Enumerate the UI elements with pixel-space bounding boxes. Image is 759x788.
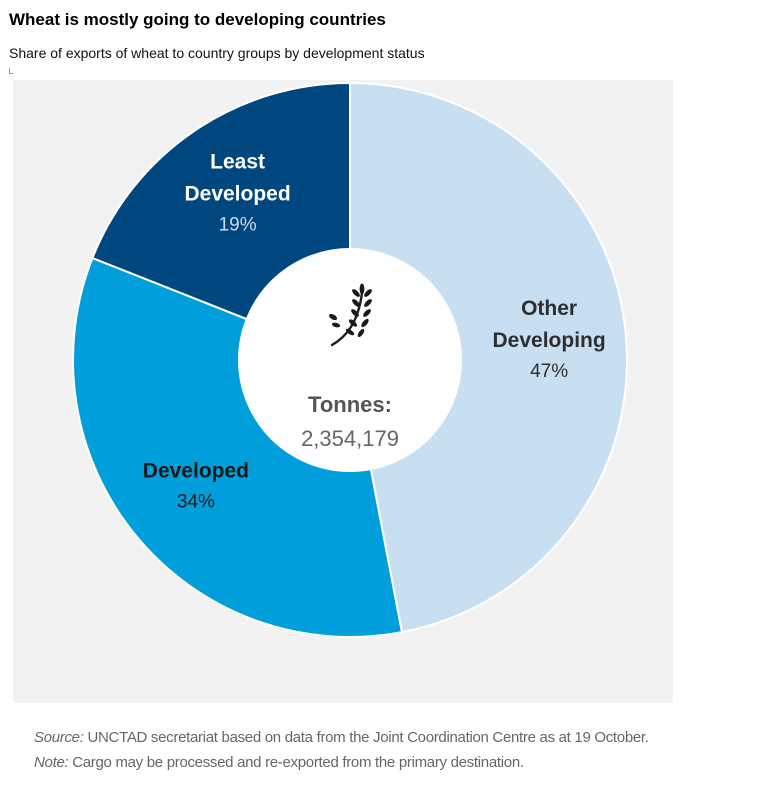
note-text: Cargo may be processed and re-exported f… <box>68 754 524 771</box>
slice-label-0-0: Other <box>521 297 577 320</box>
slice-value-label-0: 47% <box>530 361 568 382</box>
slice-label-2-0: Least <box>210 151 265 174</box>
slice-label-1-0: Developed <box>143 459 249 482</box>
chart-subtitle: Share of exports of wheat to country gro… <box>9 45 425 61</box>
source-label: Source: <box>34 729 84 746</box>
center-label: Tonnes: <box>308 392 392 417</box>
chart-title: Wheat is mostly going to developing coun… <box>9 10 386 29</box>
source-note: Source: UNCTAD secretariat based on data… <box>34 729 649 746</box>
slice-value-label-1: 34% <box>177 491 215 512</box>
slice-value-label-2: 19% <box>219 215 257 236</box>
donut-hole <box>238 248 462 472</box>
slice-0 <box>349 81 628 634</box>
wheat-icon <box>328 283 372 347</box>
slice-label-2-1: Developed <box>184 183 290 206</box>
source-text: UNCTAD secretariat based on data from th… <box>83 729 649 746</box>
footnote: Note: Cargo may be processed and re-expo… <box>34 754 524 771</box>
note-label: Note: <box>34 754 69 771</box>
corner-mark <box>9 68 13 74</box>
center-value: 2,354,179 <box>301 426 399 451</box>
donut-chart: Tonnes: 2,354,179 Other Developing 47% Deve… <box>72 81 628 638</box>
slice-label-0-1: Developing <box>493 329 606 352</box>
slice-labels: Other Developing 47% Developed 34% Least Devel… <box>143 151 606 513</box>
chart-panel: Tonnes: 2,354,179 Other Developing 47% Deve… <box>13 80 673 703</box>
